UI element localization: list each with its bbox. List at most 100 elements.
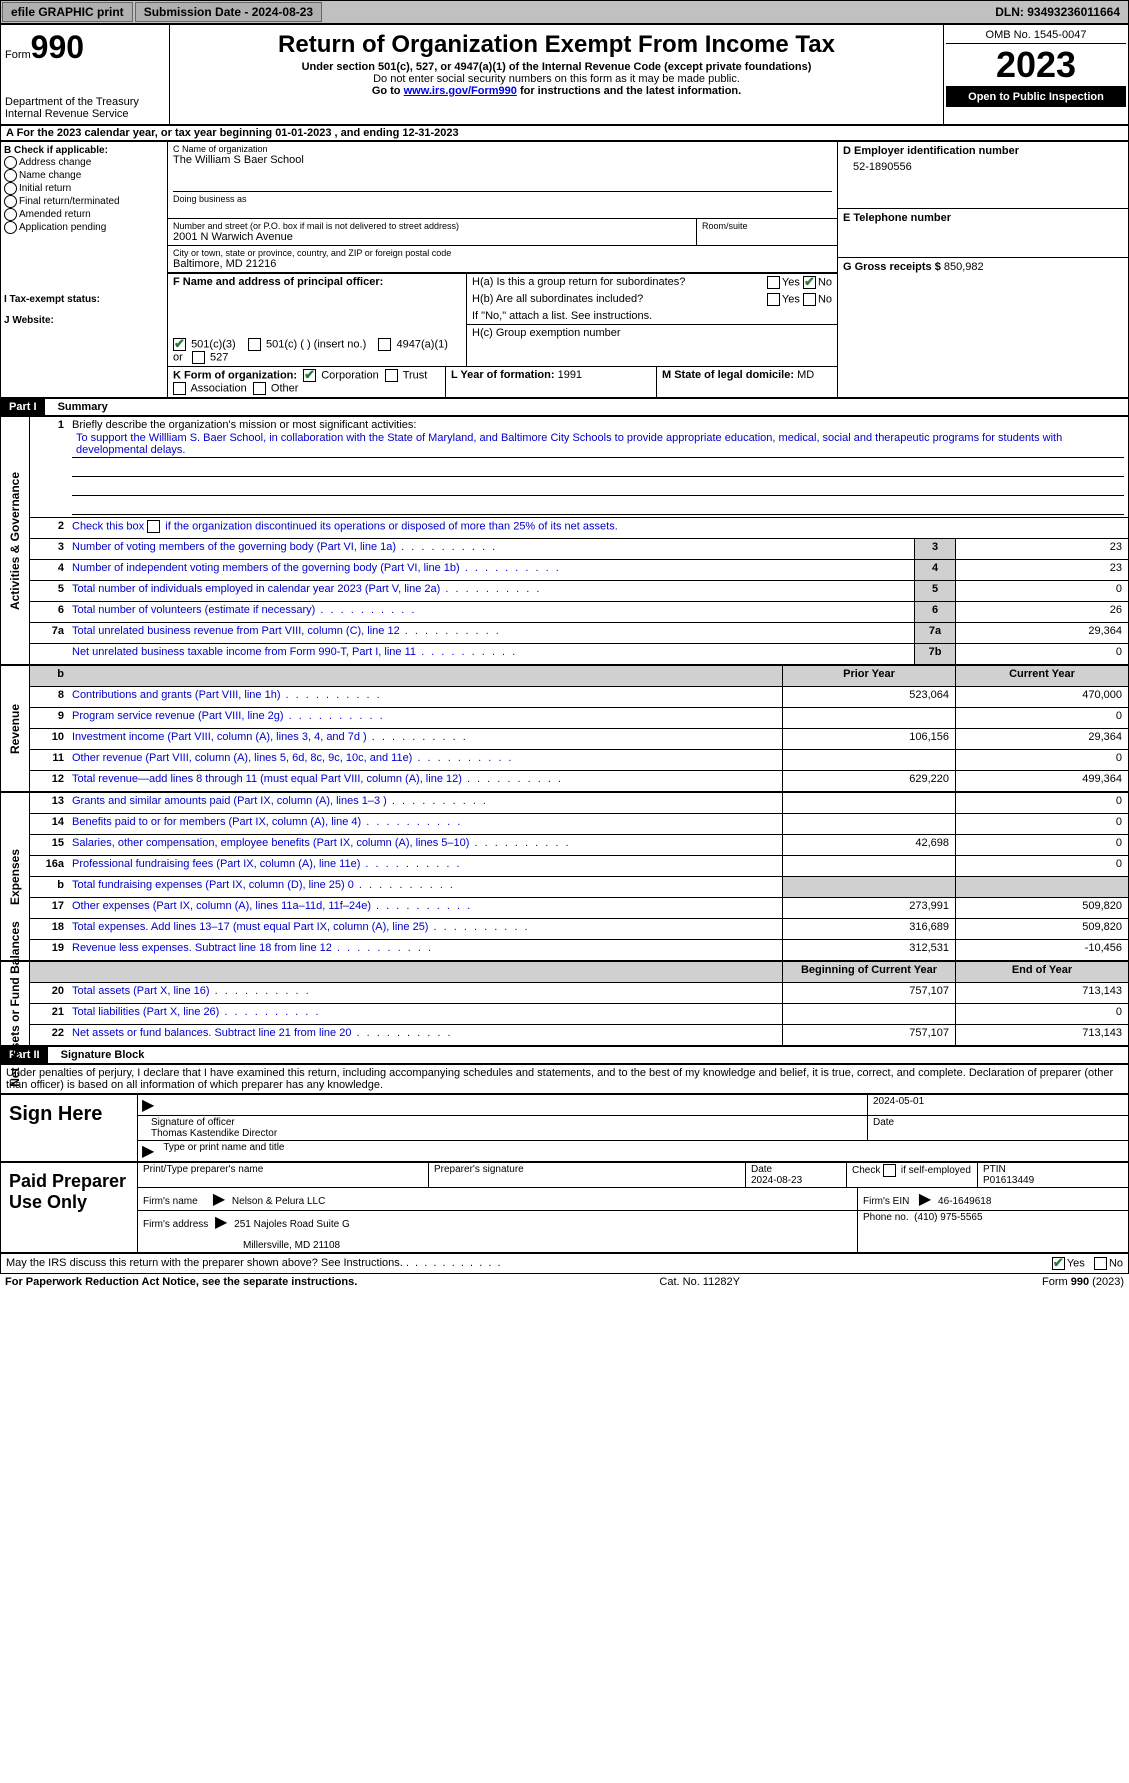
state-domicile: MD (797, 369, 814, 381)
firm-addr-label: Firm's address (143, 1219, 208, 1230)
summary-row: 8 Contributions and grants (Part VIII, l… (30, 687, 1128, 708)
dln-value: 93493236011664 (1027, 5, 1120, 19)
part-ii-title: Signature Block (51, 1049, 145, 1061)
arrow-icon: ▶ (138, 1095, 158, 1115)
hb-no[interactable] (803, 293, 816, 306)
ha-no[interactable] (803, 276, 816, 289)
irs-link[interactable]: www.irs.gov/Form990 (404, 85, 517, 97)
line-num: 5 (30, 581, 68, 601)
summary-row: 19 Revenue less expenses. Subtract line … (30, 940, 1128, 960)
yes-label: Yes (782, 276, 800, 288)
page-footer: For Paperwork Reduction Act Notice, see … (0, 1274, 1129, 1290)
box-i-options: 501(c)(3) 501(c) ( ) (insert no.) 4947(a… (173, 338, 461, 364)
opt-final: Final return/terminated (19, 196, 120, 207)
part-i-bar: Part I Summary (0, 398, 1129, 416)
prior-val (782, 1004, 955, 1024)
line-2-num: 2 (30, 518, 68, 538)
preparer-sig-label: Preparer's signature (434, 1164, 740, 1175)
line-desc: Total fundraising expenses (Part IX, col… (68, 877, 782, 897)
col-mid: C Name of organization The William S Bae… (168, 142, 837, 397)
check-trust[interactable] (385, 369, 398, 382)
mission-label: Briefly describe the organization's miss… (72, 419, 1124, 431)
opt-trust: Trust (403, 369, 428, 381)
summary-row: 21 Total liabilities (Part X, line 26) 0 (30, 1004, 1128, 1025)
check-527[interactable] (192, 351, 205, 364)
officer-name: Thomas Kastendike Director (151, 1128, 862, 1139)
footer-right: Form 990 (2023) (1042, 1276, 1124, 1288)
h-b-note: If "No," attach a list. See instructions… (467, 308, 837, 324)
city-state-zip: Baltimore, MD 21216 (173, 258, 832, 270)
line-num: b (30, 877, 68, 897)
check-address-change[interactable] (4, 156, 17, 169)
officer-sig-cell (158, 1095, 868, 1115)
line-desc: Program service revenue (Part VIII, line… (68, 708, 782, 728)
check-other[interactable] (253, 382, 266, 395)
row-a-period: A For the 2023 calendar year, or tax yea… (0, 125, 1129, 141)
check-self-employed[interactable] (883, 1164, 896, 1177)
check-discontinued[interactable] (147, 520, 160, 533)
addr-label: Number and street (or P.O. box if mail i… (173, 221, 691, 231)
summary-row: 15 Salaries, other compensation, employe… (30, 835, 1128, 856)
discuss-yes[interactable] (1052, 1257, 1065, 1270)
check-501c3[interactable] (173, 338, 186, 351)
line-2: Check this box Check this box if the org… (68, 518, 1128, 538)
line-num: 20 (30, 983, 68, 1003)
discuss-label: May the IRS discuss this return with the… (6, 1257, 403, 1269)
check-initial[interactable] (4, 182, 17, 195)
year-formation: 1991 (558, 369, 582, 381)
line-box: 7b (914, 644, 955, 664)
part-i-title: Summary (48, 401, 108, 413)
line-val: 23 (955, 539, 1128, 559)
prior-val: 523,064 (782, 687, 955, 707)
phone-value (843, 224, 1123, 254)
col-right: D Employer identification number 52-1890… (837, 142, 1128, 397)
public-inspection: Open to Public Inspection (946, 87, 1126, 107)
line-num: 4 (30, 560, 68, 580)
ein-value: 52-1890556 (843, 157, 1123, 177)
prior-val: 42,698 (782, 835, 955, 855)
line-num: 14 (30, 814, 68, 834)
ha-yes[interactable] (767, 276, 780, 289)
check-4947[interactable] (378, 338, 391, 351)
current-val (955, 877, 1128, 897)
vtab-gov-label: Activities & Governance (8, 471, 22, 609)
dln-label: DLN: (995, 5, 1024, 19)
opt-501c3: 501(c)(3) (191, 338, 236, 350)
hb-yes[interactable] (767, 293, 780, 306)
box-d-label: D Employer identification number (843, 145, 1123, 157)
begin-year-header: Beginning of Current Year (782, 962, 955, 982)
line-num: 13 (30, 793, 68, 813)
h-a-row: H(a) Is this a group return for subordin… (467, 274, 837, 291)
firm-ein: 46-1649618 (938, 1196, 991, 1207)
current-year-header: Current Year (955, 666, 1128, 686)
submission-date-button[interactable]: Submission Date - 2024-08-23 (135, 2, 322, 22)
check-assoc[interactable] (173, 382, 186, 395)
line-num: 12 (30, 771, 68, 791)
discuss-no[interactable] (1094, 1257, 1107, 1270)
line-desc: Total liabilities (Part X, line 26) (68, 1004, 782, 1024)
check-amended[interactable] (4, 208, 17, 221)
summary-row: 17 Other expenses (Part IX, column (A), … (30, 898, 1128, 919)
line-num: 8 (30, 687, 68, 707)
tax-year: 2023 (946, 44, 1126, 87)
line-desc: Number of independent voting members of … (68, 560, 914, 580)
line-num: 9 (30, 708, 68, 728)
current-val: 470,000 (955, 687, 1128, 707)
line-desc: Professional fundraising fees (Part IX, … (68, 856, 782, 876)
check-pending[interactable] (4, 221, 17, 234)
discuss-row: May the IRS discuss this return with the… (0, 1253, 1129, 1274)
current-val: 713,143 (955, 983, 1128, 1003)
footer-left: For Paperwork Reduction Act Notice, see … (5, 1276, 357, 1288)
efile-print-button[interactable]: efile GRAPHIC print (2, 2, 133, 22)
line-desc: Total assets (Part X, line 16) (68, 983, 782, 1003)
check-corp[interactable] (303, 369, 316, 382)
check-501c[interactable] (248, 338, 261, 351)
prior-val (782, 750, 955, 770)
prior-val: 106,156 (782, 729, 955, 749)
opt-pending: Application pending (19, 222, 106, 233)
arrow-icon-6: ▶ (211, 1214, 231, 1231)
sign-date: 2024-05-01 (873, 1096, 1123, 1107)
dept-treasury: Department of the Treasury (5, 96, 165, 108)
check-name-change[interactable] (4, 169, 17, 182)
check-final[interactable] (4, 195, 17, 208)
